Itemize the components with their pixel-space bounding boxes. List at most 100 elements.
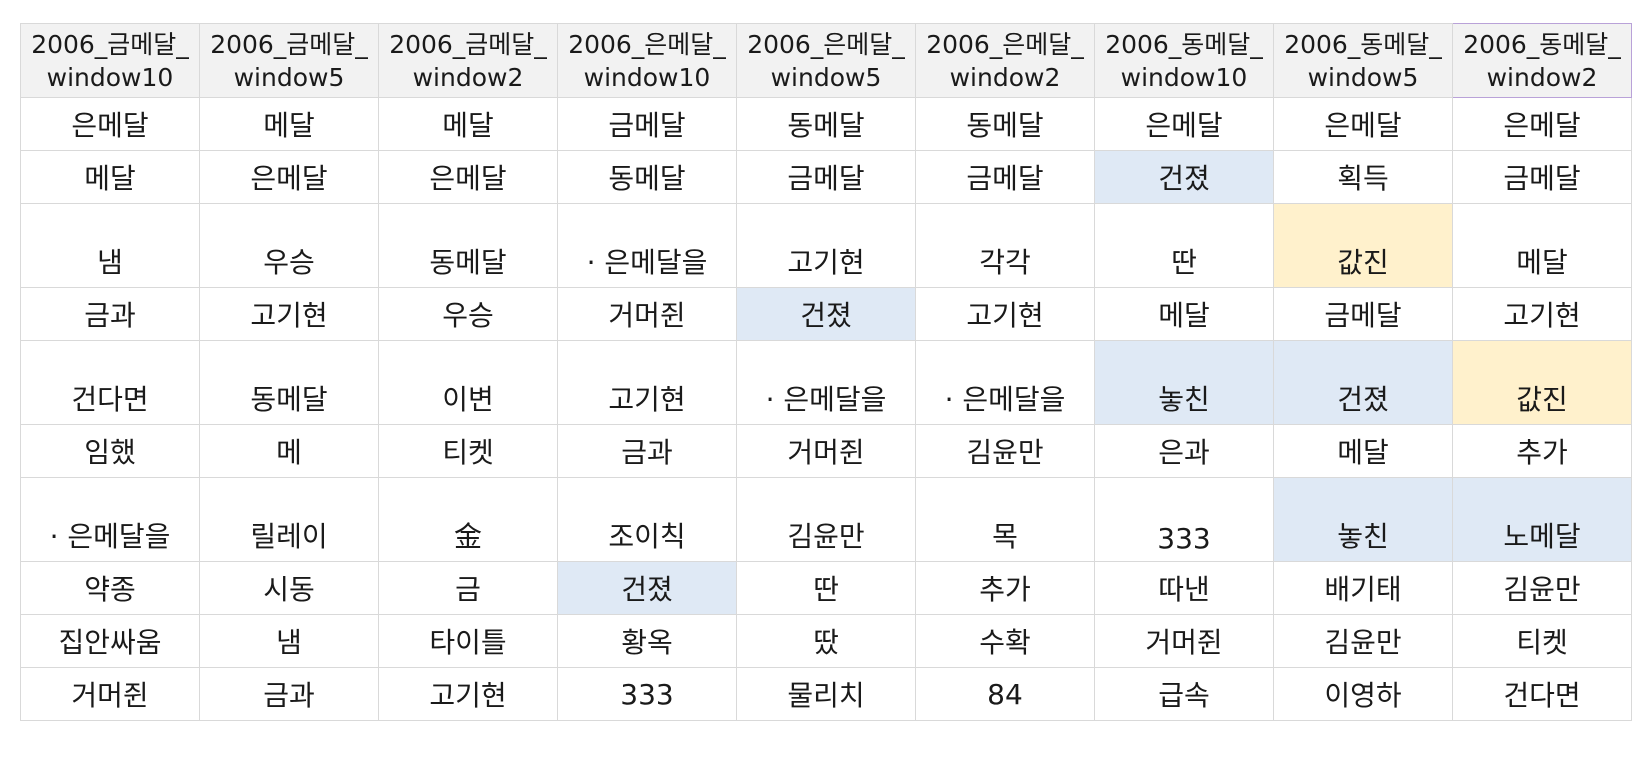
table-cell[interactable]: 은메달 xyxy=(199,150,379,204)
table-cell[interactable]: 동메달 xyxy=(557,150,737,204)
column-header[interactable]: 2006_동메달_ window2 xyxy=(1452,23,1632,98)
table-cell[interactable]: 금메달 xyxy=(1452,150,1632,204)
table-cell[interactable]: · 은메달을 xyxy=(20,477,200,562)
column-header[interactable]: 2006_은메달_ window2 xyxy=(915,23,1095,98)
table-cell[interactable]: 은메달 xyxy=(20,97,200,151)
column-header[interactable]: 2006_동메달_ window5 xyxy=(1273,23,1453,98)
table-cell[interactable]: 333 xyxy=(1094,477,1274,562)
table-cell[interactable]: 딴 xyxy=(736,561,916,615)
table-cell[interactable]: 거머쥔 xyxy=(736,424,916,478)
table-cell[interactable]: 고기현 xyxy=(557,340,737,425)
table-cell[interactable]: 동메달 xyxy=(915,97,1095,151)
table-cell[interactable]: 은메달 xyxy=(1452,97,1632,151)
column-header[interactable]: 2006_동메달_ window10 xyxy=(1094,23,1274,98)
table-cell[interactable]: 약종 xyxy=(20,561,200,615)
table-cell[interactable]: 건졌 xyxy=(1273,340,1453,425)
table-cell[interactable]: 금과 xyxy=(20,287,200,341)
table-cell[interactable]: 놓친 xyxy=(1273,477,1453,562)
table-cell[interactable]: 금과 xyxy=(557,424,737,478)
table-cell[interactable]: 획득 xyxy=(1273,150,1453,204)
table-cell[interactable]: 노메달 xyxy=(1452,477,1632,562)
table-cell[interactable]: 고기현 xyxy=(736,203,916,288)
table-cell[interactable]: 목 xyxy=(915,477,1095,562)
table-cell[interactable]: 우승 xyxy=(199,203,379,288)
table-cell[interactable]: 은메달 xyxy=(1273,97,1453,151)
table-cell[interactable]: 84 xyxy=(915,667,1095,721)
table-cell[interactable]: 은메달 xyxy=(1094,97,1274,151)
table-cell[interactable]: 건졌 xyxy=(1094,150,1274,204)
table-cell[interactable]: 시동 xyxy=(199,561,379,615)
table-cell[interactable]: 거머쥔 xyxy=(20,667,200,721)
table-cell[interactable]: 은메달 xyxy=(378,150,558,204)
table-cell[interactable]: 금메달 xyxy=(915,150,1095,204)
table-cell[interactable]: 딴 xyxy=(1094,203,1274,288)
table-cell[interactable]: 값진 xyxy=(1452,340,1632,425)
table-cell[interactable]: 황옥 xyxy=(557,614,737,668)
table-cell[interactable]: 거머쥔 xyxy=(557,287,737,341)
table-cell[interactable]: · 은메달을 xyxy=(736,340,916,425)
table-cell[interactable]: 금과 xyxy=(199,667,379,721)
table-cell[interactable]: 값진 xyxy=(1273,203,1453,288)
table-cell[interactable]: 냄 xyxy=(20,203,200,288)
column-header[interactable]: 2006_금메달_ window10 xyxy=(20,23,200,98)
table-cell[interactable]: 금메달 xyxy=(557,97,737,151)
table-cell[interactable]: 티켓 xyxy=(1452,614,1632,668)
table-cell[interactable]: 건졌 xyxy=(736,287,916,341)
table-cell[interactable]: 금메달 xyxy=(736,150,916,204)
table-cell[interactable]: 금메달 xyxy=(1273,287,1453,341)
table-cell[interactable]: 고기현 xyxy=(915,287,1095,341)
table-cell[interactable]: 냄 xyxy=(199,614,379,668)
table-cell[interactable]: 임했 xyxy=(20,424,200,478)
table-cell[interactable]: 동메달 xyxy=(378,203,558,288)
table-cell[interactable]: 김윤만 xyxy=(915,424,1095,478)
table-cell[interactable]: 릴레이 xyxy=(199,477,379,562)
table-cell[interactable]: · 은메달을 xyxy=(915,340,1095,425)
table-cell[interactable]: 집안싸움 xyxy=(20,614,200,668)
table-cell[interactable]: 우승 xyxy=(378,287,558,341)
table-cell[interactable]: 거머쥔 xyxy=(1094,614,1274,668)
table-cell[interactable]: 추가 xyxy=(915,561,1095,615)
table-cell[interactable]: 동메달 xyxy=(199,340,379,425)
table-cell[interactable]: 동메달 xyxy=(736,97,916,151)
table-cell[interactable]: 333 xyxy=(557,667,737,721)
table-cell[interactable]: 메달 xyxy=(378,97,558,151)
column-header[interactable]: 2006_은메달_ window5 xyxy=(736,23,916,98)
table-cell[interactable]: 따낸 xyxy=(1094,561,1274,615)
table-cell[interactable]: 메달 xyxy=(20,150,200,204)
table-cell[interactable]: 수확 xyxy=(915,614,1095,668)
table-cell[interactable]: 급속 xyxy=(1094,667,1274,721)
table-cell[interactable]: · 은메달을 xyxy=(557,203,737,288)
table-cell[interactable]: 물리치 xyxy=(736,667,916,721)
table-cell[interactable]: 조이칙 xyxy=(557,477,737,562)
table-cell[interactable]: 건다면 xyxy=(20,340,200,425)
table-cell[interactable]: 김윤만 xyxy=(1273,614,1453,668)
table-cell[interactable]: 메달 xyxy=(1273,424,1453,478)
table-cell[interactable]: 메달 xyxy=(1452,203,1632,288)
table-cell[interactable]: 각각 xyxy=(915,203,1095,288)
table-cell[interactable]: 메 xyxy=(199,424,379,478)
column-header[interactable]: 2006_은메달_ window10 xyxy=(557,23,737,98)
table-cell[interactable]: 김윤만 xyxy=(1452,561,1632,615)
table-cell[interactable]: 배기태 xyxy=(1273,561,1453,615)
table-body: 은메달 메달 메달 금메달 동메달 동메달 은메달 은메달 은메달 메달 은메달 은메달 동메달 금메달 금… xyxy=(20,97,1632,721)
table-cell[interactable]: 놓친 xyxy=(1094,340,1274,425)
table-cell[interactable]: 金 xyxy=(378,477,558,562)
table-cell[interactable]: 금 xyxy=(378,561,558,615)
table-cell[interactable]: 티켓 xyxy=(378,424,558,478)
table-cell[interactable]: 은과 xyxy=(1094,424,1274,478)
table-cell[interactable]: 건졌 xyxy=(557,561,737,615)
table-cell[interactable]: 메달 xyxy=(199,97,379,151)
table-cell[interactable]: 땄 xyxy=(736,614,916,668)
table-cell[interactable]: 건다면 xyxy=(1452,667,1632,721)
table-cell[interactable]: 메달 xyxy=(1094,287,1274,341)
table-cell[interactable]: 추가 xyxy=(1452,424,1632,478)
table-cell[interactable]: 이영하 xyxy=(1273,667,1453,721)
table-cell[interactable]: 이변 xyxy=(378,340,558,425)
table-cell[interactable]: 고기현 xyxy=(378,667,558,721)
column-header[interactable]: 2006_금메달_ window5 xyxy=(199,23,379,98)
column-header[interactable]: 2006_금메달_ window2 xyxy=(378,23,558,98)
table-cell[interactable]: 고기현 xyxy=(199,287,379,341)
table-cell[interactable]: 고기현 xyxy=(1452,287,1632,341)
table-cell[interactable]: 타이틀 xyxy=(378,614,558,668)
table-cell[interactable]: 김윤만 xyxy=(736,477,916,562)
